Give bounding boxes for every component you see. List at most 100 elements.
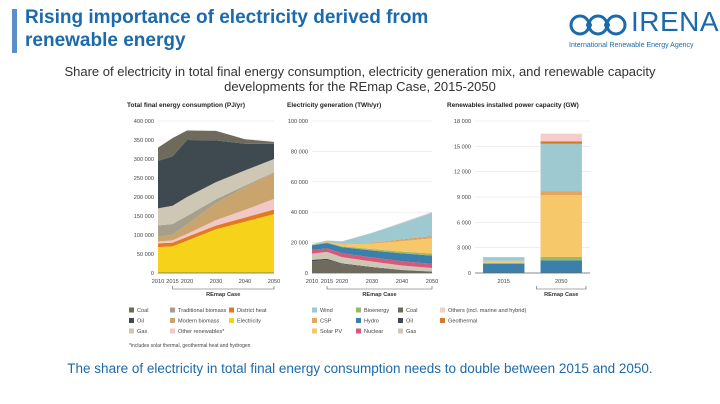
chart1-x-tick-label: 2015 [166,279,178,285]
irena-logo: IRENA International Renewable Energy Age… [569,6,719,52]
chart3-title: Renewables installed power capacity (GW) [447,102,579,109]
chart3-y-tick-label: 6 000 [457,220,471,226]
logo-wordmark: IRENA [631,6,720,37]
chart1-y-tick-label: 300 000 [134,157,154,163]
chart3-y-tick-label: 15 000 [454,144,471,150]
chart1-legend-swatch-district-heat [229,307,234,313]
logo-subtitle: International Renewable Energy Agency [569,42,694,49]
chart3-bar-2015-solar-pv [483,260,525,263]
chart1-legend-swatch-coal [129,307,134,313]
chart2-legend-swatch-others-incl-marine-and-hybrid [440,307,445,313]
chart3-bar-2015-wind [483,257,525,261]
chart3-remap-bracket [536,286,587,290]
chart1-legend-label-gas: Gas [137,329,147,335]
chart1-x-tick-label: 2040 [239,279,251,285]
chart1-y-tick-label: 0 [151,271,154,277]
chart3-y-tick-label: 18 000 [454,119,471,125]
chart2-legend-swatch-geothermal [440,318,445,323]
chart1-area-electricity [158,214,274,273]
chart2-legend-label-hydro: Hydro [364,319,379,325]
chart2-x-tick-label: 2020 [336,279,348,285]
chart1-legend-label-traditional-biomass: Traditional biomass [178,308,226,314]
chart1-area-oil [158,140,274,209]
chart1-x-tick-label: 2010 [152,279,164,285]
chart3-bar-2015-hydro [483,263,525,273]
chart2-legend-label-wind: Wind [320,308,333,314]
chart1-legend-swatch-electricity [229,318,234,323]
chart2-legend-label-coal: Coal [406,308,418,314]
chart2-legend-label-csp: CSP [320,319,332,325]
chart3-bar-2050-geothermal [540,141,582,144]
chart3-x-tick-label: 2015 [498,279,510,285]
chart1-area-coal [158,130,274,161]
chart2-title: Electricity generation (TWh/yr) [287,102,381,109]
chart1-legend-label-other-renewables: Other renewables* [178,329,225,335]
chart2-x-tick-label: 2015 [321,279,333,285]
chart2-y-tick-label: 80 000 [291,149,308,155]
chart2-y-tick-label: 20 000 [291,241,308,247]
chart2-legend-swatch-hydro [356,318,361,323]
chart1-area-district-heat [158,209,274,248]
chart1-remap-label: REmap Case [206,292,240,298]
chart2-remap-label: REmap Case [362,292,396,298]
chart2-area-solar-pv [312,238,432,254]
chart2-x-tick-label: 2040 [396,279,408,285]
chart3-bar-2050-others-incl-marine-and-hybrid [540,133,582,142]
chart1-title: Total final energy consumption (PJ/yr) [127,102,245,109]
chart1-area-traditional-biomass [158,172,274,237]
chart1-legend-label-electricity: Electricity [237,319,261,325]
irena-emblem-icon [569,14,627,36]
chart-subtitle-line1: Share of electricity in total final ener… [64,64,656,79]
chart3-y-tick-label: 9 000 [457,195,471,201]
chart2-legend-label-bioenergy: Bioenergy [364,308,389,314]
chart2-area-csp [312,236,432,245]
chart3-x-tick-label: 2050 [555,279,567,285]
chart1-footnote: *includes solar thermal, geothermal heat… [129,343,251,349]
chart1-y-tick-label: 200 000 [134,195,154,201]
chart2-legend-swatch-solar-pv [312,328,317,334]
chart2-legend-swatch-coal [398,307,403,313]
chart2-legend-label-others-incl-marine-and-hybrid: Others (incl. marine and hybrid) [448,308,526,314]
chart3-bar-2015-bioenergy [483,262,525,264]
chart2-area-coal [312,259,432,273]
chart1-x-tick-label: 2050 [268,279,280,285]
chart2-x-tick-label: 2010 [306,279,318,285]
slide-title-line1: Rising importance of electricity derived… [25,7,429,28]
chart2-legend-swatch-oil [398,318,403,323]
chart-subtitle-line2: developments for the REmap Case, 2015-20… [224,79,496,94]
chart2-legend-label-nuclear: Nuclear [364,329,383,335]
chart3-y-tick-label: 0 [468,271,471,277]
chart3-bar-2050-solar-pv [540,195,582,257]
chart1-legend-swatch-oil [129,318,134,323]
chart1-legend-label-modern-biomass: Modern biomass [178,319,220,325]
chart1-legend-swatch-other-renewables [170,328,175,334]
chart1-y-tick-label: 400 000 [134,119,154,125]
chart2-area-gas [312,251,432,272]
chart1-y-tick-label: 150 000 [134,214,154,220]
chart2-legend-label-gas: Gas [406,329,416,335]
chart1-area-other-renewables [158,198,274,244]
chart3-y-tick-label: 3 000 [457,246,471,252]
chart2-area-hydro [312,243,432,264]
chart3-bar-2050-wind [540,143,582,192]
footer-statement: The share of electricity in total final … [67,361,653,376]
chart2-legend-label-geothermal: Geothermal [448,319,477,325]
chart2-area-bioenergy [312,242,432,256]
chart3-y-tick-label: 12 000 [454,170,471,176]
chart1-y-tick-label: 50 000 [137,252,154,258]
chart2-remap-bracket [326,286,433,290]
chart2-y-tick-label: 60 000 [291,180,308,186]
chart1-y-tick-label: 250 000 [134,176,154,182]
chart2-legend-swatch-nuclear [356,328,361,334]
chart1-legend-label-oil: Oil [137,319,144,325]
charts-canvas: Total final energy consumption (PJ/yr) 0 5… [127,102,590,349]
slide-title: Rising importance of electricity derived… [25,6,505,52]
chart2-area-nuclear [312,248,432,269]
chart2-legend-swatch-csp [312,318,317,323]
chart-subtitle: Share of electricity in total final ener… [40,64,680,94]
chart3-bar-2050-hydro [540,260,582,273]
chart3-bar-2050-csp [540,191,582,196]
chart1-y-tick-label: 100 000 [134,233,154,239]
chart3-remap-label: REmap Case [544,292,578,298]
chart2-legend-swatch-wind [312,307,317,313]
